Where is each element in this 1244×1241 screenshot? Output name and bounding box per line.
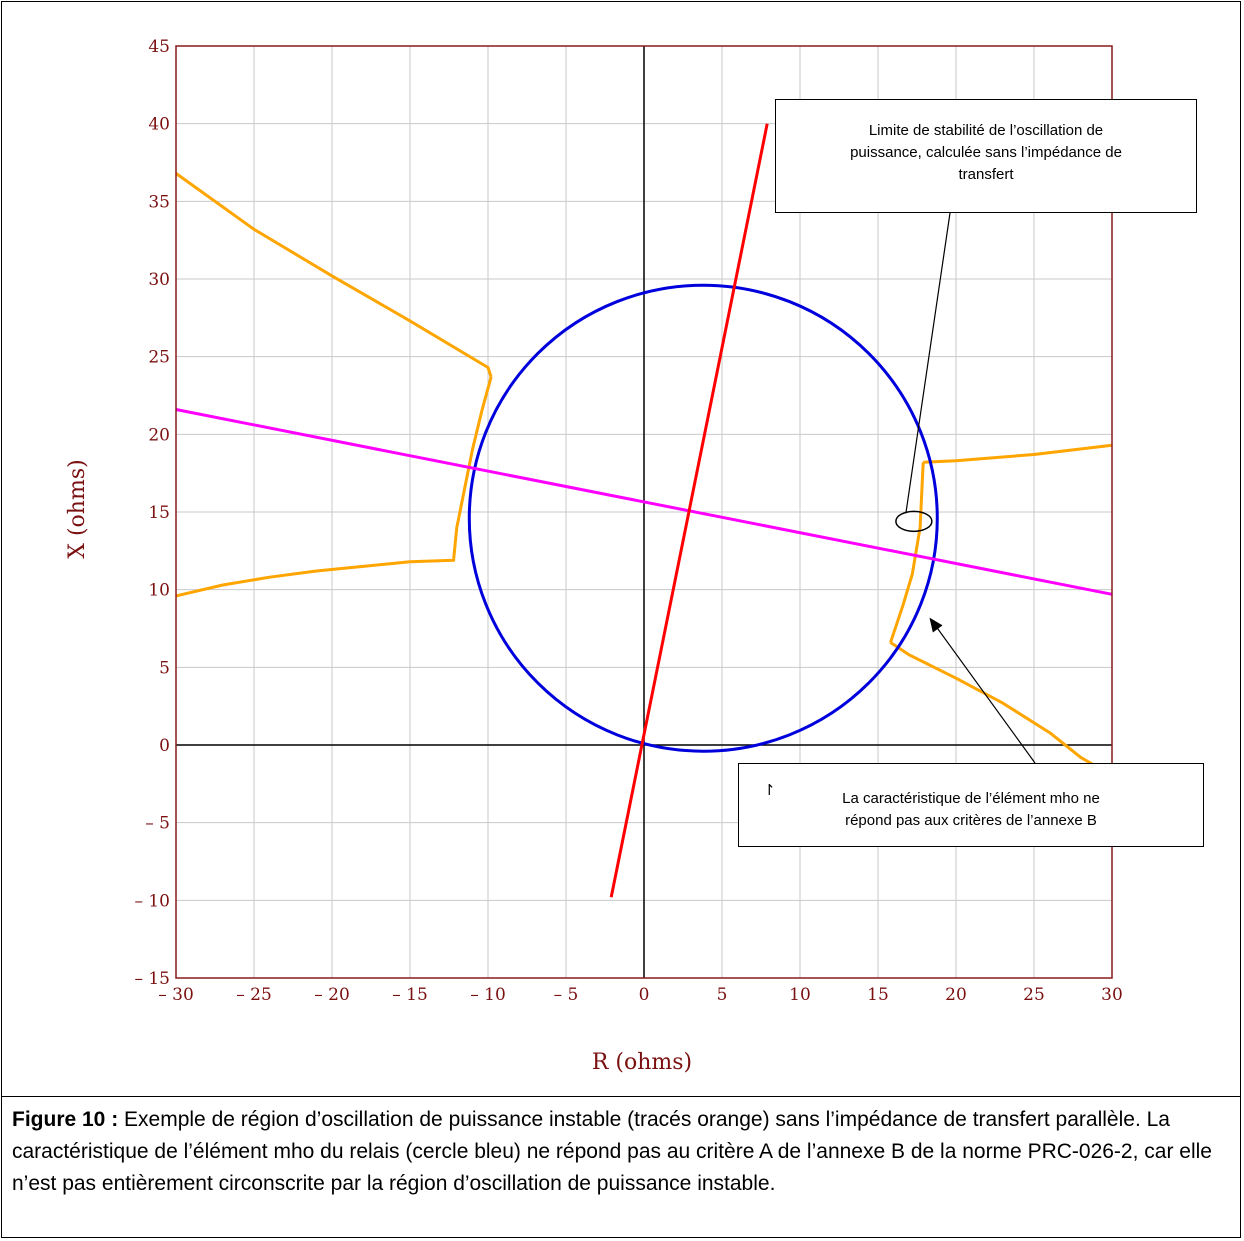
caption-label: Figure 10 :: [12, 1108, 119, 1131]
series-layer: [175, 123, 1113, 898]
annotation-line: puissance, calculée sans l’impédance de: [850, 144, 1122, 161]
x-tick-label: 15: [867, 985, 889, 1005]
x-tick-label: 0: [639, 985, 650, 1005]
orange-series-line: [889, 641, 1101, 770]
x-tick-label: 30: [1101, 985, 1123, 1005]
plot-border: [175, 45, 1113, 979]
y-tick-label: 20: [148, 425, 170, 445]
tick-labels: – 30 – 25 – 20 – 15 – 10 – 5 0 5 10 15 20 25 30 – 15 –…: [134, 37, 1122, 1005]
y-tick-label: 10: [148, 581, 170, 601]
annotation-line: transfert: [958, 166, 1014, 183]
arrow-head: [929, 617, 943, 633]
caption-divider: [1, 1096, 1241, 1097]
annotation-stability-limit: Limite de stabilité de l’oscillation de …: [775, 99, 1197, 213]
y-tick-label: – 15: [134, 969, 170, 989]
y-tick-label: 45: [148, 37, 170, 57]
orange-series-line: [452, 376, 493, 559]
x-tick-label: – 25: [236, 985, 272, 1005]
figure-caption: Figure 10 : Exemple de région d’oscillat…: [12, 1104, 1234, 1200]
y-tick-label: 0: [159, 736, 170, 756]
arrow-leader-line: [934, 625, 1036, 764]
red-series-line: [609, 123, 769, 898]
x-tick-label: – 15: [392, 985, 428, 1005]
caption-text: Exemple de région d’oscillation de puiss…: [12, 1108, 1212, 1195]
y-tick-label: 35: [148, 192, 170, 212]
orange-series-line: [923, 443, 1113, 464]
artifact-glyph: ↾: [763, 782, 776, 799]
x-tick-label: 25: [1023, 985, 1045, 1005]
orange-series-line: [175, 558, 456, 598]
x-tick-label: 20: [945, 985, 967, 1005]
orange-series-line: [175, 172, 493, 378]
y-tick-label: 25: [148, 348, 170, 368]
y-tick-label: – 10: [134, 891, 170, 911]
callout-ellipse: [895, 510, 933, 533]
y-tick-label: 40: [148, 115, 170, 135]
x-tick-label: – 20: [314, 985, 350, 1005]
y-tick-label: – 5: [145, 814, 170, 834]
annotation-line: La caractéristique de l’élément mho ne: [842, 790, 1100, 807]
blue-mho-circle: [467, 283, 939, 753]
annotation-line: répond pas aux critères de l’annexe B: [845, 812, 1097, 829]
y-tick-label: 15: [148, 503, 170, 523]
x-tick-label: – 30: [158, 985, 194, 1005]
y-tick-label: 30: [148, 270, 170, 290]
annotation-line: Limite de stabilité de l’oscillation de: [868, 122, 1104, 139]
x-tick-label: 5: [717, 985, 728, 1005]
y-tick-label: 5: [159, 658, 170, 678]
annotation-mho-criteria: ↾ La caractéristique de l’élément mho ne…: [738, 763, 1204, 847]
x-tick-label: – 5: [554, 985, 579, 1005]
x-tick-label: – 10: [470, 985, 506, 1005]
annotation-arrows: [895, 212, 1036, 764]
callout-leader-line: [905, 212, 951, 514]
magenta-series-line: [175, 408, 1113, 596]
x-axis-label: R (ohms): [592, 1050, 692, 1075]
x-tick-label: 10: [789, 985, 811, 1005]
orange-series-line: [889, 462, 925, 643]
y-axis-label: X (ohms): [65, 459, 90, 558]
